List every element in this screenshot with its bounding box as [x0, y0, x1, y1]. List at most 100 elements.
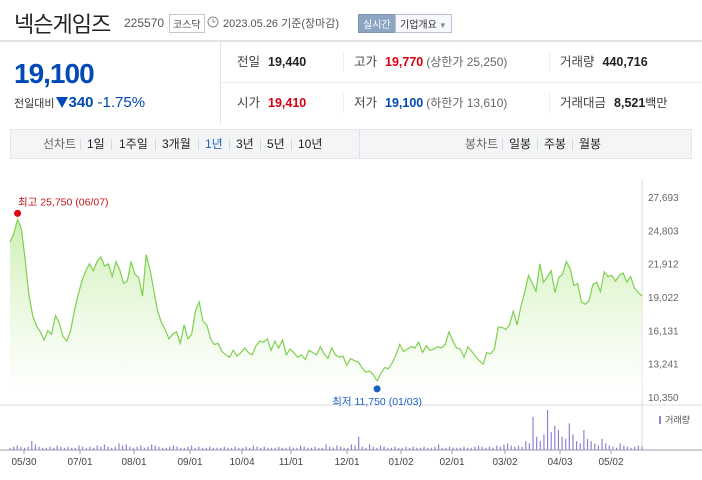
x-tick-label: 05/30: [11, 457, 36, 468]
company-info-label: 기업개요: [400, 20, 437, 31]
company-info-button[interactable]: 기업개요 ▼: [395, 14, 452, 33]
volume-bar: [514, 446, 516, 450]
volume-bar: [430, 447, 432, 450]
volume-bar: [434, 446, 436, 450]
volume-bar: [481, 446, 483, 450]
volume-bar: [557, 430, 560, 450]
volume-bar: [45, 447, 47, 450]
tab-separator: [111, 139, 112, 150]
volume-bar: [368, 444, 371, 450]
volume-bar: [230, 447, 233, 450]
stock-code: 225570: [124, 16, 165, 30]
volume-bar: [296, 447, 298, 450]
stock-stats: 전일 19,440 고가 19,770 (상한가 25,250) 거래량 440,716…: [220, 42, 702, 124]
price-chart-svg: 27,693 24,803 21,912 19,022 16,131 13,241 10,3…: [0, 180, 702, 468]
volume-bar: [525, 441, 527, 450]
volume-bar: [561, 436, 563, 450]
volume-bar: [100, 446, 102, 450]
volume-bar: [303, 446, 305, 450]
volume-bar: [125, 444, 127, 450]
tab-3m[interactable]: 3개월: [162, 137, 191, 151]
volume-bar: [634, 446, 636, 450]
volume-bar: [227, 447, 229, 450]
down-arrow-icon: [56, 97, 69, 108]
volume-bar: [172, 445, 175, 450]
volume-bar: [477, 445, 480, 450]
volume-bar: [394, 446, 396, 450]
volume-legend-swatch: [659, 416, 662, 424]
volume-bar: [637, 445, 639, 450]
volume-bar: [180, 447, 182, 450]
volume-bar: [187, 446, 189, 450]
volume-bar: [590, 441, 592, 450]
volume-bar: [365, 447, 367, 450]
x-tick-label: 11/01: [279, 457, 304, 468]
volume-bar: [452, 447, 454, 450]
tab-daily[interactable]: 일봉: [509, 137, 532, 151]
volume-bar: [278, 446, 280, 450]
tab-weekly[interactable]: 주봉: [544, 137, 567, 151]
volume-bar: [42, 447, 44, 450]
volume-bar: [383, 446, 385, 450]
stock-name: 넥슨게임즈: [14, 12, 111, 37]
tab-separator: [198, 139, 199, 150]
tab-5y[interactable]: 5년: [267, 137, 285, 151]
stats-row: 전일 19,440 고가 19,770 (상한가 25,250) 거래량 440,716: [221, 42, 702, 83]
tab-separator: [260, 139, 261, 150]
volume-bar: [343, 447, 345, 450]
volume-bar: [249, 447, 251, 450]
volume-bar: [89, 446, 91, 450]
volume-bar: [169, 446, 171, 450]
stat-value: 19,100: [385, 96, 424, 110]
volume-bar: [572, 434, 574, 450]
volume-bar: [641, 446, 643, 450]
volume-bar: [467, 447, 469, 450]
volume-bar: [390, 447, 392, 450]
tabs-divider: [359, 130, 360, 158]
market-badge: 코스닥: [169, 14, 205, 33]
x-tick-label: 12/01: [334, 457, 359, 468]
volume-bar: [205, 447, 207, 450]
x-tick-label: 02/01: [439, 457, 464, 468]
price-chart[interactable]: 27,693 24,803 21,912 19,022 16,131 13,241 10,3…: [0, 160, 702, 480]
tab-3y[interactable]: 3년: [236, 137, 254, 151]
volume-bar: [56, 445, 58, 450]
price-box: 19,100 전일대비 340 -1.75%: [0, 42, 220, 124]
volume-bar: [539, 441, 541, 450]
volume-bar: [318, 447, 320, 450]
volume-bar: [107, 446, 109, 450]
volume-bar: [419, 447, 422, 450]
clock-icon: [207, 16, 219, 28]
volume-bar: [256, 446, 258, 450]
tab-monthly[interactable]: 월봉: [579, 137, 602, 151]
stat-sub: (하한가 13,610): [426, 96, 508, 110]
tab-10y[interactable]: 10년: [298, 137, 323, 151]
volume-bar: [488, 446, 491, 450]
volume-bar: [579, 443, 581, 450]
stat-value: 440,716: [602, 55, 648, 69]
volume-bar: [463, 446, 465, 450]
volume-bar: [521, 446, 523, 450]
tab-separator: [229, 139, 230, 150]
volume-legend: 거래량: [659, 413, 690, 426]
volume-bar: [49, 446, 51, 450]
tab-1w[interactable]: 1주일: [119, 137, 148, 151]
x-tick-label: 01/02: [388, 457, 413, 468]
volume-bar: [550, 432, 552, 450]
volume-bar: [209, 446, 211, 450]
stat-prev-close: 전일 19,440: [237, 42, 306, 83]
volume-bar: [405, 446, 407, 450]
volume-bar: [292, 447, 294, 450]
volume-bar: [437, 444, 440, 450]
volume-bar: [379, 445, 382, 450]
tab-1d[interactable]: 1일: [87, 137, 105, 151]
volume-bar: [245, 446, 247, 450]
volume-bar: [427, 447, 429, 450]
x-tick-label: 08/01: [121, 457, 146, 468]
volume-bar: [325, 444, 327, 450]
tab-1y[interactable]: 1년: [205, 137, 223, 151]
max-price-dot: [14, 209, 22, 217]
realtime-button[interactable]: 실시간: [358, 14, 396, 33]
volume-bar: [34, 444, 37, 450]
volume-bar: [31, 441, 33, 450]
